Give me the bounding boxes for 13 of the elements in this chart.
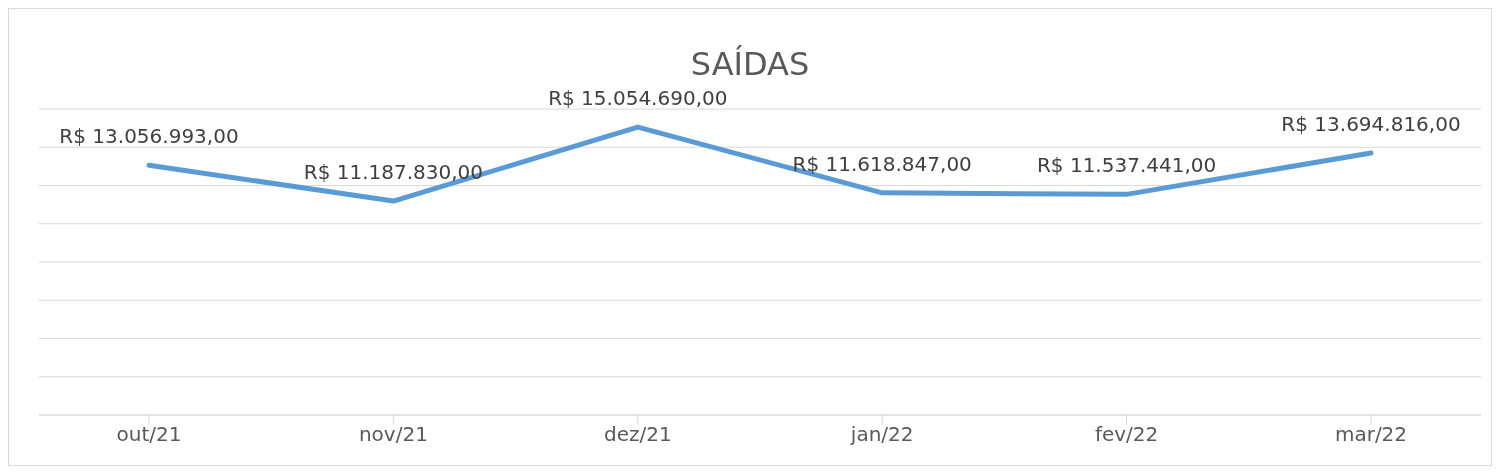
chart-title: SAÍDAS [689,45,811,83]
x-tick-label: fev/22 [1094,422,1159,447]
x-tick-label: nov/21 [358,422,428,447]
data-label: R$ 11.187.830,00 [303,160,484,185]
x-tick-label: dez/21 [603,422,672,447]
data-label: R$ 11.618.847,00 [792,151,972,176]
data-label: R$ 11.537.441,00 [1036,153,1217,178]
data-label: R$ 15.054.690,00 [548,86,728,111]
x-tick-label: mar/22 [1334,422,1408,447]
x-tick-label: out/21 [116,422,182,447]
x-tick-label: jan/22 [849,422,914,447]
data-label: R$ 13.056.993,00 [59,124,239,149]
data-label: R$ 13.694.816,00 [1281,112,1461,137]
